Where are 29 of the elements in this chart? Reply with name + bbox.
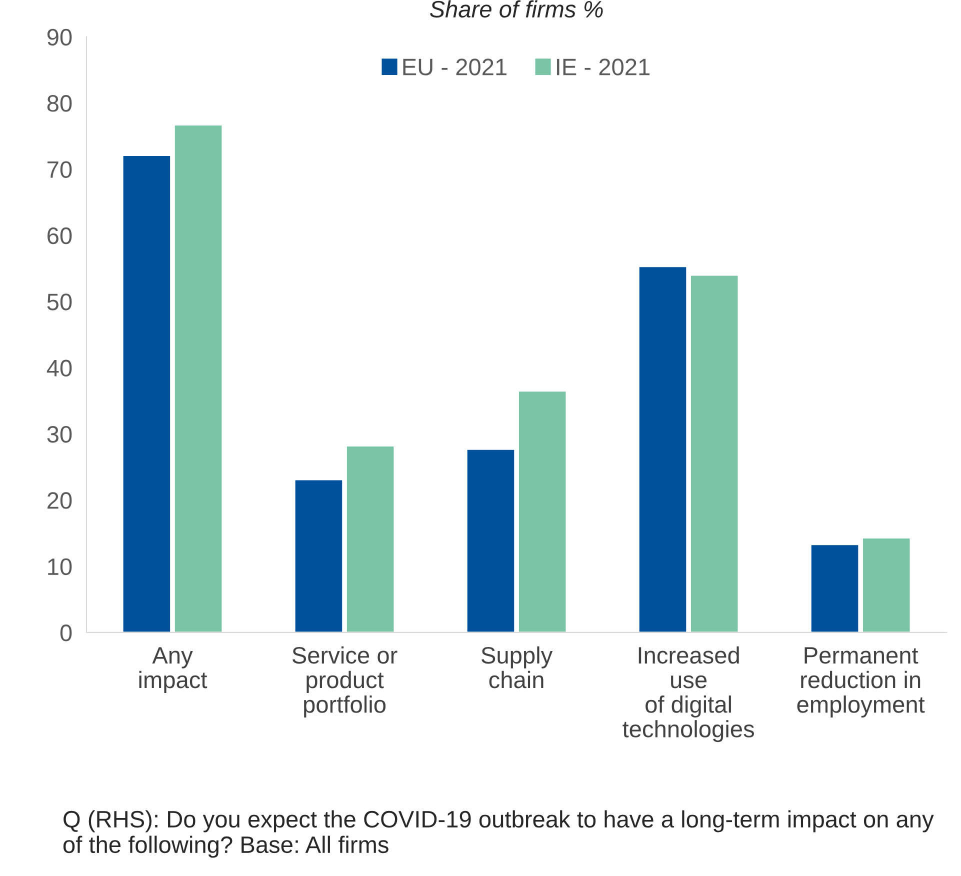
legend-label: EU - 2021 [403,58,506,76]
bar [466,448,516,632]
y-tick-label: 60 [48,227,72,244]
x-tick-label: Increased use of digital technologies [622,646,754,742]
legend-label: IE - 2021 [557,58,650,76]
bar [294,478,344,632]
bar [346,445,396,632]
y-tick-label: 70 [48,161,72,178]
x-tick-label: Permanent reduction in employment [797,647,925,718]
bar [862,537,912,632]
x-tick-label: Supply chain [482,646,553,688]
bar [690,274,740,632]
y-tick-label: 20 [48,492,72,509]
y-tick-label: 80 [47,95,72,112]
y-tick-label: 10 [48,558,72,576]
bar [638,266,688,632]
y-tick-label: 90 [47,28,72,46]
bar [810,544,860,632]
bar [518,390,568,632]
chart-title: Share of firms % [430,0,603,18]
y-tick-label: 50 [47,294,72,310]
y-tick-label: 40 [46,360,72,377]
y-tick-label: 30 [47,426,72,443]
x-tick-label: Service or product portfolio [292,646,398,718]
y-tick-label: 0 [60,624,72,642]
text: Q (RHS): Do you expect the COVID-19 outbreak to have a long-term impact on any of the following? Base: All firms [63,810,934,858]
x-tick-label: Any impact [139,647,208,693]
bar [122,154,172,632]
bar [174,124,224,632]
